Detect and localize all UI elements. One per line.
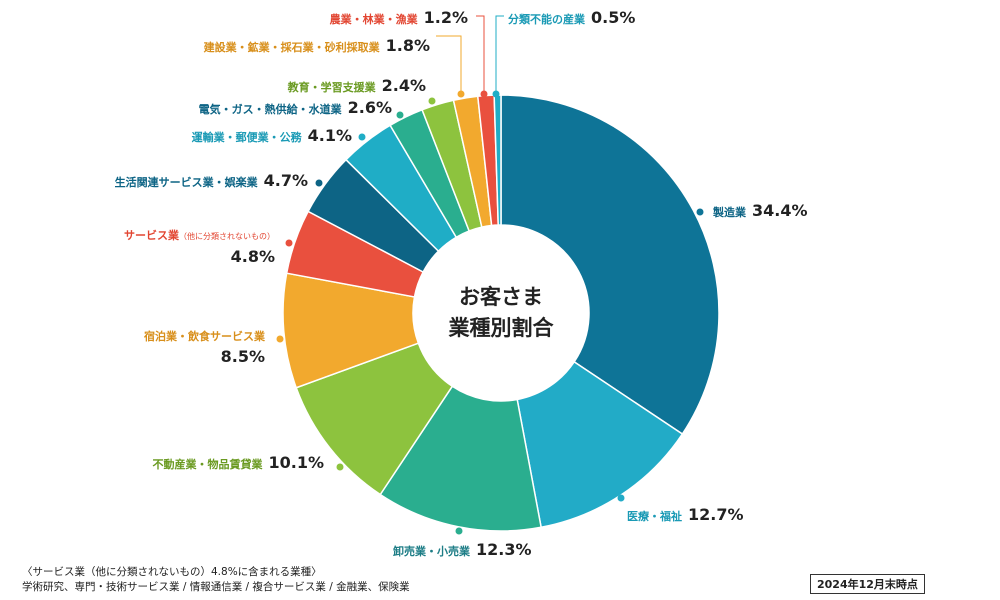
slice-marker-0 [696, 208, 704, 216]
label-value: 12.7% [688, 505, 744, 524]
leader-line-11 [476, 15, 485, 94]
label-value: 34.4% [752, 201, 808, 220]
label-name: 不動産業・物品賃貸業 [152, 458, 263, 471]
label-value: 4.8% [230, 247, 275, 266]
label-name: 生活関連サービス業・娯楽業 [114, 176, 258, 189]
label-wholesale-retail: 卸売業・小売業 12.3% [393, 540, 532, 562]
label-real-estate: 不動産業・物品賃貸業 10.1% [152, 453, 324, 475]
label-name: サービス業 [124, 229, 179, 242]
label-value: 10.1% [268, 453, 324, 472]
footnote: 〈サービス業（他に分類されないもの）4.8%に含まれる業種〉 学術研究、専門・技… [22, 565, 410, 595]
slice-marker-1 [617, 494, 625, 502]
as-of-date-badge: 2024年12月末時点 [810, 574, 925, 594]
footnote-line2: 学術研究、専門・技術サービス業 / 情報通信業 / 複合サービス業 / 金融業、… [22, 581, 410, 593]
label-name: 医療・福祉 [627, 510, 682, 523]
label-value: 4.7% [263, 171, 308, 190]
label-value: 8.5% [220, 347, 265, 366]
leader-line-12 [495, 15, 504, 94]
label-medical-welfare: 医療・福祉 12.7% [627, 505, 744, 527]
slice-marker-4 [276, 335, 284, 343]
slice-marker-8 [396, 111, 404, 119]
leader-line-10 [436, 35, 462, 94]
donut-slice-2 [379, 385, 543, 532]
label-value: 4.1% [307, 126, 352, 145]
footnote-line1: 〈サービス業（他に分類されないもの）4.8%に含まれる業種〉 [22, 566, 322, 578]
label-value: 1.8% [385, 36, 430, 55]
label-name: 電気・ガス・熱供給・水道業 [198, 103, 342, 116]
slice-marker-2 [455, 527, 463, 535]
label-accommodation-food: 宿泊業・飲食サービス業 8.5% [144, 325, 265, 367]
label-name: 卸売業・小売業 [393, 545, 470, 558]
label-construction-mining: 建設業・鉱業・採石業・砂利採取業 1.8% [204, 36, 430, 58]
label-name: 製造業 [713, 206, 746, 219]
label-value: 2.6% [347, 98, 392, 117]
label-value: 12.3% [476, 540, 532, 559]
label-unclassified: 分類不能の産業 0.5% [508, 8, 635, 30]
donut-slice-0 [500, 94, 720, 436]
label-name: 運輸業・郵便業・公務 [191, 131, 302, 144]
label-name: 教育・学習支援業 [287, 81, 376, 94]
label-value: 2.4% [381, 76, 426, 95]
label-value: 0.5% [591, 8, 636, 27]
donut-slice-1 [516, 360, 684, 529]
label-utilities: 電気・ガス・熱供給・水道業 2.6% [199, 98, 392, 120]
center-label-line1: お客さま [459, 285, 543, 309]
label-living-entertainment: 生活関連サービス業・娯楽業 4.7% [115, 171, 308, 193]
slice-marker-3 [336, 463, 344, 471]
label-agriculture: 農業・林業・漁業 1.2% [330, 8, 468, 30]
label-name: 農業・林業・漁業 [329, 13, 418, 26]
center-label-line2: 業種別割合 [448, 316, 554, 340]
label-name: 宿泊業・飲食サービス業 [144, 330, 265, 343]
label-value: 1.2% [423, 8, 468, 27]
label-name: 分類不能の産業 [508, 13, 585, 26]
slice-marker-5 [285, 239, 293, 247]
slice-marker-9 [428, 97, 436, 105]
slice-marker-7 [358, 133, 366, 141]
label-education: 教育・学習支援業 2.4% [288, 76, 426, 98]
slice-marker-6 [315, 179, 323, 187]
label-subnote: （他に分類されないもの） [179, 232, 275, 241]
label-services-other: サービス業（他に分類されないもの） 4.8% [124, 224, 275, 267]
label-transport-public: 運輸業・郵便業・公務 4.1% [192, 126, 352, 148]
label-name: 建設業・鉱業・採石業・砂利採取業 [203, 41, 380, 54]
center-label: お客さま 業種別割合 [432, 282, 570, 344]
label-manufacturing: 製造業 34.4% [713, 201, 808, 223]
